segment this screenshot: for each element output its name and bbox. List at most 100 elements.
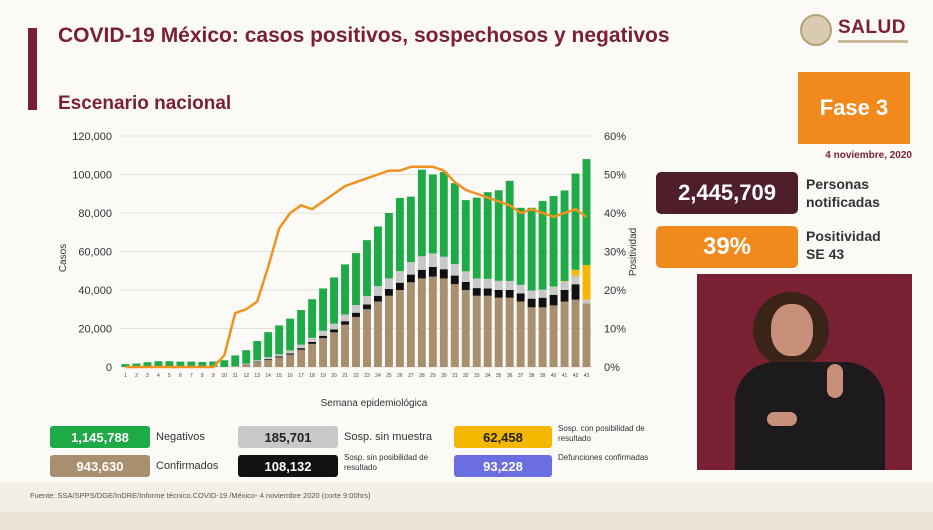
bar-segment-sin_posibilidad: [560, 290, 569, 302]
footer-bottom-strip: [0, 512, 933, 530]
bar-segment-sin_muestra: [516, 284, 525, 294]
bar-segment-confirmados: [319, 338, 328, 367]
x-tick-label: 41: [562, 373, 568, 379]
x-tick-label: 31: [452, 373, 458, 379]
notified-label-2: notificadas: [806, 194, 880, 210]
bar-segment-sin_posibilidad: [275, 356, 284, 358]
bar-segment-negativos: [319, 288, 328, 331]
bar-segment-sin_posibilidad: [352, 312, 360, 317]
legend-sin-posibilidad-label: Sosp. sin posibilidad de resultado: [344, 453, 429, 472]
bar-segment-sin_posibilidad: [494, 290, 503, 298]
bar-segment-confirmados: [538, 307, 547, 367]
bar-segment-sin_posibilidad: [264, 358, 273, 360]
positivity-label-2: SE 43: [806, 246, 845, 262]
bar-segment-negativos: [406, 196, 415, 263]
bar-segment-sin_muestra: [560, 281, 569, 290]
report-date: 4 noviembre, 2020: [825, 150, 912, 161]
bar-segment-negativos: [297, 310, 306, 345]
y2-axis-ticks: 0% 10% 20% 30% 40% 50% 60%: [604, 131, 626, 374]
x-tick-label: 29: [430, 373, 436, 379]
positivity-line-group: [125, 165, 588, 369]
bar-segment-negativos: [330, 277, 338, 324]
x-tick-label: 6: [179, 373, 182, 379]
bar-segment-sin_posibilidad: [286, 353, 295, 355]
y-tick-label: 0: [106, 362, 112, 374]
x-tick-label: 4: [157, 373, 160, 379]
bar-segment-confirmados: [286, 354, 295, 367]
bar-segment-sin_muestra: [494, 280, 503, 290]
bar-segment-sin_posibilidad: [417, 269, 426, 279]
bar-segment-sin_posibilidad: [450, 275, 459, 285]
x-tick-label: 43: [584, 373, 590, 379]
bar-segment-confirmados: [395, 290, 404, 367]
bar-segment-negativos: [198, 361, 207, 367]
x-tick-label: 39: [540, 373, 546, 379]
salud-logo: SALUD: [800, 14, 912, 50]
x-axis-label: Semana epidemiológica: [321, 398, 428, 409]
legend-sin-posibilidad-value: 108,132: [238, 455, 338, 477]
x-tick-label: 27: [408, 373, 414, 379]
bar-segment-sin_muestra: [549, 286, 558, 295]
x-tick-label: 9: [212, 373, 215, 379]
bar-segment-sin_muestra: [450, 264, 459, 276]
phase-badge: Fase 3: [798, 72, 910, 144]
bar-segment-sin_posibilidad: [505, 290, 514, 298]
x-tick-label: 16: [287, 373, 293, 379]
bar-segment-con_posibilidad: [560, 280, 569, 282]
y2-tick-label: 0%: [604, 362, 620, 374]
x-tick-label: 10: [221, 373, 227, 379]
bar-segment-sin_muestra: [439, 256, 448, 270]
legend-defunciones-value: 93,228: [454, 455, 552, 477]
y2-tick-label: 50%: [604, 170, 626, 182]
x-tick-label: 36: [507, 373, 513, 379]
bar-segment-negativos: [571, 173, 580, 270]
x-tick-label: 25: [386, 373, 392, 379]
y-tick-label: 60,000: [78, 247, 112, 259]
bar-segment-confirmados: [406, 282, 415, 367]
bar-segment-negativos: [341, 264, 349, 315]
bar-segment-confirmados: [384, 295, 393, 367]
x-axis-ticks: 1 2 3 4 5 6 7 8 9 10 11 12 13 14 15 16 17 18 19 20 21 22 23 24 2…: [124, 373, 589, 379]
bar-segment-sin_muestra: [384, 278, 393, 290]
bar-segment-negativos: [384, 213, 393, 279]
y-tick-label: 100,000: [72, 170, 112, 182]
interpreter-hand: [827, 364, 843, 398]
bar-segment-confirmados: [297, 349, 306, 367]
x-tick-label: 32: [463, 373, 469, 379]
bar-segment-sin_posibilidad: [549, 294, 558, 306]
x-tick-label: 12: [243, 373, 249, 379]
bar-segment-sin_muestra: [461, 271, 470, 282]
interpreter-hand: [767, 412, 797, 426]
positivity-label-1: Positividad: [806, 228, 881, 244]
x-tick-label: 3: [146, 373, 149, 379]
bar-segment-confirmados: [352, 316, 360, 367]
bar-segment-sin_posibilidad: [538, 297, 547, 308]
bar-segment-negativos: [242, 350, 251, 364]
x-tick-label: 17: [298, 373, 304, 379]
logo-text: SALUD: [838, 17, 906, 38]
bar-segment-confirmados: [275, 357, 284, 367]
bar-segment-confirmados: [253, 362, 262, 367]
legend-defunciones-label: Defunciones confirmadas: [558, 453, 649, 462]
bar-segment-confirmados: [461, 290, 470, 367]
bar-segment-confirmados: [330, 332, 338, 367]
bar-segment-sin_posibilidad: [472, 288, 481, 296]
bar-segment-negativos: [308, 299, 317, 338]
bar-segment-sin_muestra: [264, 357, 273, 359]
bar-segment-negativos: [352, 253, 360, 306]
bar-segment-negativos: [132, 363, 141, 367]
bar-segment-negativos: [275, 325, 284, 355]
bar-segment-confirmados: [582, 303, 591, 367]
bar-segment-negativos: [582, 159, 591, 265]
bar-segment-negativos: [527, 207, 536, 291]
x-tick-label: 2: [135, 373, 138, 379]
bar-segment-sin_muestra: [308, 337, 317, 342]
page-title: COVID-19 México: casos positivos, sospec…: [58, 24, 670, 47]
bar-segment-confirmados: [308, 343, 317, 367]
bar-segment-confirmados: [472, 295, 481, 367]
legend-negativos-label: Negativos: [156, 431, 205, 443]
source-note: Fuente: SSA/SPPS/DGE/InDRE/Informe técni…: [30, 491, 371, 500]
positivity-value-box: 39%: [656, 226, 798, 268]
bar-segment-confirmados: [439, 278, 448, 367]
bar-segment-confirmados: [483, 295, 492, 367]
